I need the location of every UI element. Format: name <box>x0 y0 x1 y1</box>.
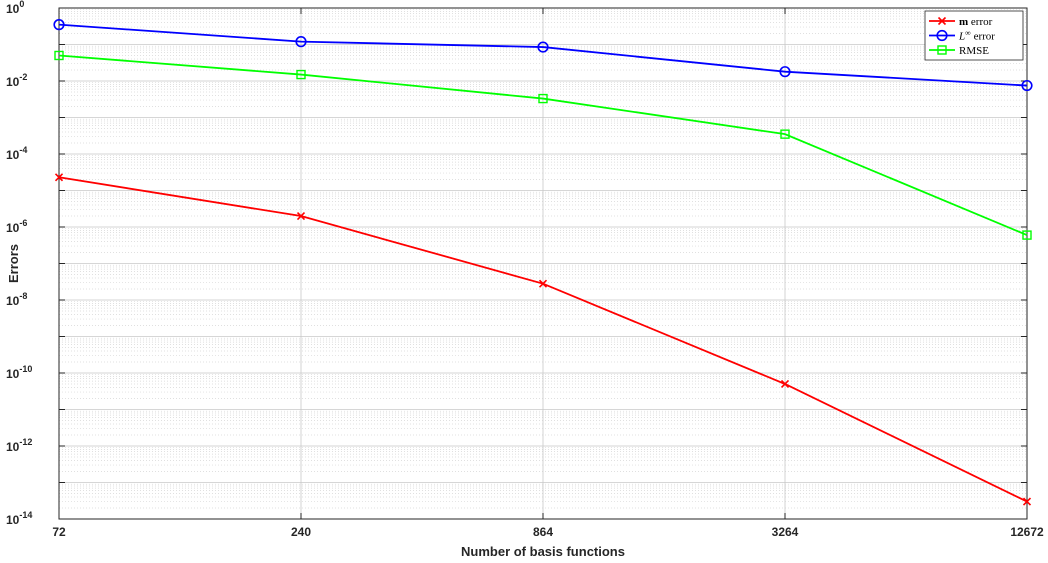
y-tick-labels: 100 10-2 10-4 10-6 10-8 10-10 10-12 10-14 <box>6 0 32 527</box>
data-point-marker <box>54 50 64 61</box>
series-m-error <box>54 173 1032 506</box>
data-point-marker <box>1022 230 1032 240</box>
series-l-error <box>53 19 1033 92</box>
legend-entry: m error <box>929 16 993 28</box>
x-axis-title: Number of basis functions <box>461 544 625 559</box>
y-tick-label: 10-4 <box>6 145 27 162</box>
y-tick-label: 10-6 <box>6 218 27 235</box>
y-tick-label: 10-8 <box>6 291 27 308</box>
legend-entry: L∞ error <box>929 29 995 43</box>
y-tick-label: 10-2 <box>6 72 27 89</box>
x-tick-label: 3264 <box>772 525 799 539</box>
data-point-marker <box>54 173 64 182</box>
legend-entry: RMSE <box>929 45 989 57</box>
x-tick-label: 240 <box>291 525 311 539</box>
data-point-marker <box>295 36 307 48</box>
y-axis-title: Errors <box>6 244 21 283</box>
data-point-marker <box>1022 497 1032 506</box>
y-tick-label: 100 <box>6 0 24 16</box>
data-point-marker <box>780 129 790 139</box>
legend-label: L∞ error <box>958 29 995 43</box>
axis-ticks <box>58 7 1028 520</box>
legend-label: m error <box>959 16 993 28</box>
data-point-marker <box>296 69 306 80</box>
data-point-marker <box>937 16 947 26</box>
data-point-marker <box>1021 79 1033 92</box>
y-tick-label: 10-14 <box>6 510 32 527</box>
y-tick-label: 10-12 <box>6 437 32 454</box>
data-point-marker <box>538 93 548 104</box>
data-point-marker <box>296 211 306 221</box>
data-point-marker <box>937 45 947 55</box>
series-line <box>58 54 1028 236</box>
data-point-marker <box>779 66 791 78</box>
data-point-marker <box>53 19 65 31</box>
data-point-marker <box>936 29 948 42</box>
x-tick-label: 12672 <box>1010 525 1044 539</box>
series-line <box>58 23 1028 87</box>
data-point-marker <box>537 41 549 53</box>
x-tick-label: 864 <box>533 525 553 539</box>
series-layer <box>53 19 1033 506</box>
x-tick-labels: 72 240 864 3264 12672 <box>52 525 1044 539</box>
y-tick-label: 10-10 <box>6 364 32 381</box>
data-point-marker <box>538 279 548 288</box>
data-point-marker <box>780 379 790 389</box>
series-rmse <box>54 50 1032 240</box>
x-tick-label: 72 <box>52 525 66 539</box>
legend-label: RMSE <box>959 45 989 57</box>
